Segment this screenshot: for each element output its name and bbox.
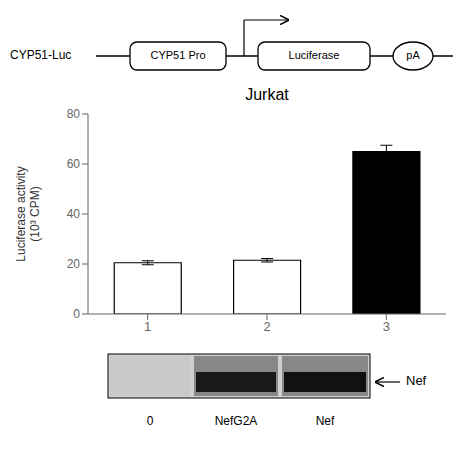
svg-text:3: 3 xyxy=(383,319,390,334)
svg-text:CYP51-Luc: CYP51-Luc xyxy=(10,48,71,62)
svg-text:40: 40 xyxy=(67,207,81,221)
svg-text:Luciferase activity(10³ CPM): Luciferase activity(10³ CPM) xyxy=(14,166,42,261)
svg-text:Nef: Nef xyxy=(316,414,335,428)
html-text:Jurkat: Jurkat xyxy=(245,86,289,103)
svg-text:2: 2 xyxy=(263,319,270,334)
svg-text:Nef: Nef xyxy=(406,373,427,388)
svg-text:Luciferase: Luciferase xyxy=(289,49,340,61)
svg-text:60: 60 xyxy=(67,157,81,171)
svg-text:1: 1 xyxy=(144,319,151,334)
svg-text:80: 80 xyxy=(67,107,81,121)
svg-text:20: 20 xyxy=(67,257,81,271)
svg-text:0: 0 xyxy=(147,414,154,428)
svg-text:CYP51 Pro: CYP51 Pro xyxy=(150,49,205,61)
svg-text:NefG2A: NefG2A xyxy=(215,414,258,428)
svg-text:pA: pA xyxy=(406,49,420,61)
svg-text:0: 0 xyxy=(73,307,80,321)
